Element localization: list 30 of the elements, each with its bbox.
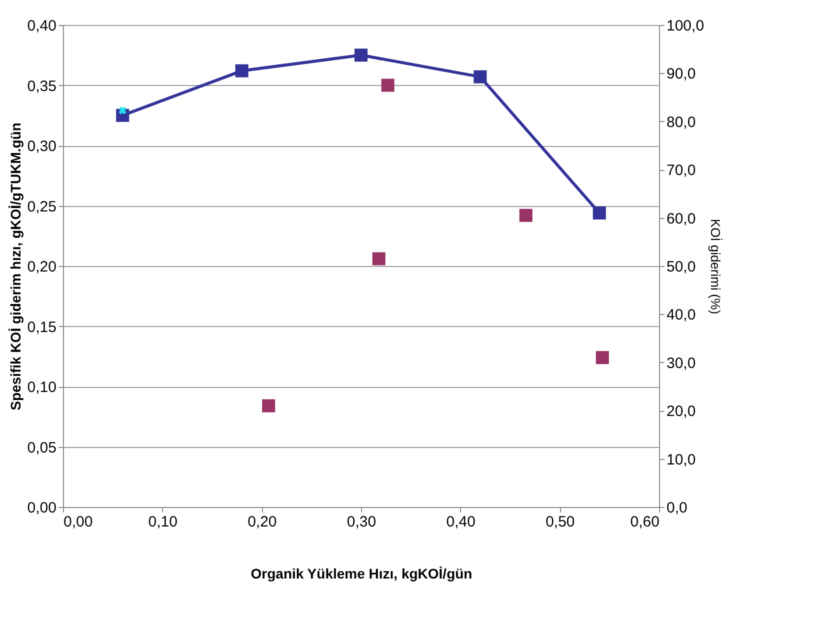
x-tick-label: 0,10 [148, 514, 178, 530]
x-tick-label: 0,30 [346, 514, 376, 530]
y2-tick-label: 20,0 [666, 403, 696, 420]
y-tick-label: 0,25 [27, 198, 56, 216]
y-tick-label: 0,05 [27, 439, 56, 456]
y2-tick-label: 80,0 [666, 114, 696, 131]
y-tick-label: 0,15 [27, 318, 56, 336]
y2-tick-label: 40,0 [666, 306, 696, 324]
y2-tick-label: 70,0 [666, 162, 696, 180]
y-axis-title: Spesifik KOİ giderim hızı, gKOİ/gTUKM.gün [7, 122, 24, 410]
x-tick-label: 0,00 [64, 514, 93, 530]
y-tick-label: 0,30 [27, 138, 56, 155]
y2-tick-label: 100,0 [666, 18, 704, 34]
y2-tick-label: 10,0 [666, 451, 696, 468]
y-tick-label: 0,40 [27, 18, 56, 34]
y2-tick-label: 0,0 [666, 500, 688, 516]
y-tick-label: 0,35 [27, 78, 56, 95]
y2-axis-title: KOİ giderimi (%) [708, 218, 724, 314]
x-tick-label: 0,60 [630, 514, 660, 530]
y2-tick-label: 50,0 [666, 258, 696, 276]
y-tick-label: 0,20 [27, 258, 56, 276]
x-tick-label: 0,20 [248, 514, 277, 530]
y2-tick-label: 90,0 [666, 66, 696, 83]
y-tick-label: 0,10 [27, 379, 56, 396]
y2-tick-label: 60,0 [666, 210, 696, 228]
y-tick-label: 0,00 [27, 500, 56, 516]
x-tick-label: 0,50 [546, 514, 575, 530]
y2-tick-label: 30,0 [666, 354, 696, 372]
x-tick-label: 0,40 [446, 514, 476, 530]
x-axis-title: Organik Yükleme Hızı, kgKOİ/gün [250, 566, 472, 582]
